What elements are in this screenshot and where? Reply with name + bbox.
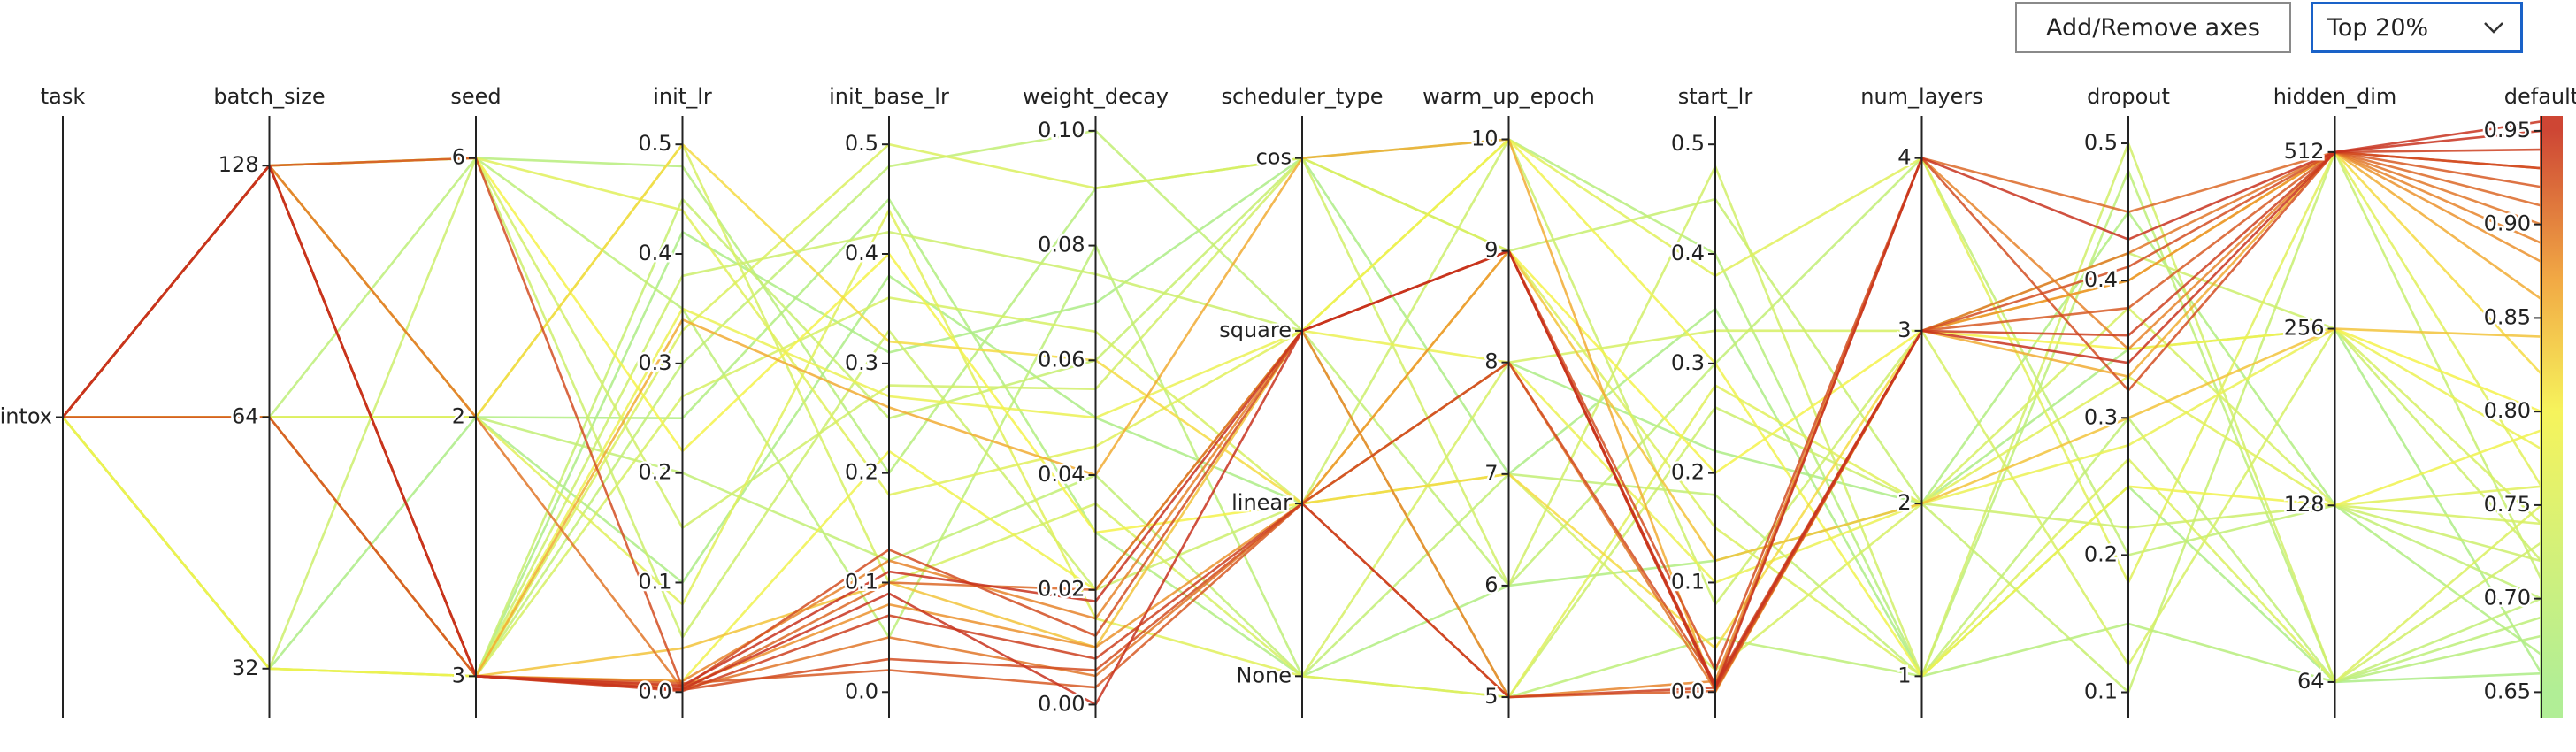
tick-label: 0.4 [1671,241,1705,265]
tick-label: 0.0 [638,679,671,703]
tick-label: 0.3 [638,350,671,375]
tick-label: 0.90 [2484,211,2531,236]
tick-label: 0.80 [2484,398,2531,423]
tick-label: 0.4 [2084,267,2118,292]
axis-title: weight_decay [1023,84,1169,109]
tick-label: 8 [1484,349,1498,374]
axis-title: init_lr [653,84,712,109]
tick-label: square [1219,318,1292,342]
axis-title: seed [450,84,501,109]
tick-label: 0.4 [845,241,878,265]
tick-label: 0.3 [845,350,878,375]
tick-label: 6 [452,145,465,170]
tick-label: 0.65 [2484,679,2531,703]
axis-title: start_lr [1678,84,1753,109]
add-remove-axes-button[interactable]: Add/Remove axes [2015,2,2291,53]
tick-label: 32 [232,656,259,680]
tick-label: 64 [2297,669,2325,694]
tick-label: 0.0 [845,679,878,703]
colorbar [2540,116,2563,718]
tick-label: 0.5 [1671,131,1705,156]
tick-label: 0.10 [1038,118,1085,142]
tick-label: 0.95 [2484,118,2531,142]
chevron [2484,22,2503,34]
tick-label: 256 [2284,316,2325,341]
axis-title: task [41,84,86,109]
button-label: Add/Remove axes [2046,13,2260,42]
tick-label: 6 [1484,572,1498,597]
axis-title: warm_up_epoch [1422,84,1595,109]
tick-label: 0.75 [2484,492,2531,517]
tick-label: None [1236,663,1292,687]
tick-label: cos [1256,145,1292,170]
tick-label: 0.1 [845,569,878,594]
tick-label: 0.4 [638,241,671,265]
tick-label: 0.70 [2484,586,2531,610]
tick-label: 0.08 [1038,233,1085,257]
axis-title: num_layers [1860,84,1983,109]
tick-label: 7 [1484,461,1498,486]
tick-label: 9 [1484,238,1498,263]
tick-label: 4 [1898,145,1911,170]
tick-label: 0.00 [1038,691,1085,716]
tick-label: 5 [1484,684,1498,709]
tick-label: 0.5 [2084,130,2118,155]
tick-label: 0.5 [638,131,671,156]
axis-title: dropout [2087,84,2170,109]
tick-label: 0.2 [845,460,878,485]
tick-label: 128 [2284,492,2325,517]
tick-label: 0.02 [1038,577,1085,602]
tick-label: 0.3 [1671,350,1705,375]
dropdown-label: Top 20% [2327,13,2429,42]
axis-title: init_base_lr [829,84,949,109]
tick-label: 128 [218,152,259,177]
tick-label: 3 [452,663,465,687]
tick-label: 0.5 [845,131,878,156]
tick-label: 0.85 [2484,304,2531,329]
tick-label: 10 [1471,126,1499,150]
tick-label: 512 [2284,139,2325,164]
tick-label: 1 [1898,663,1911,687]
tick-label: 0.06 [1038,347,1085,372]
tick-label: 0.3 [2084,404,2118,429]
tick-label: 0.1 [638,569,671,594]
axes: taskintoxbatch_size3264128seed326init_lr… [0,84,2576,718]
tick-label: 2 [452,404,465,429]
tick-label: 0.2 [1671,460,1705,485]
tick-label: linear [1231,490,1292,515]
top-filter-dropdown[interactable]: Top 20% [2311,2,2523,53]
tick-label: 0.04 [1038,462,1085,487]
tick-label: intox [0,404,52,429]
tick-label: 0.1 [2084,679,2118,704]
axis-title: scheduler_type [1221,84,1383,109]
tick-label: 0.2 [638,460,671,485]
tick-label: 0.1 [1671,569,1705,594]
tick-label: 2 [1898,490,1911,515]
axis-title: hidden_dim [2273,84,2397,109]
axis-title: batch_size [213,84,325,109]
tick-label: 0.0 [1671,679,1705,703]
tick-label: 0.2 [2084,541,2118,566]
axis-title: default [2504,84,2576,109]
tick-label: 3 [1898,318,1911,342]
tick-label: 64 [232,403,259,428]
